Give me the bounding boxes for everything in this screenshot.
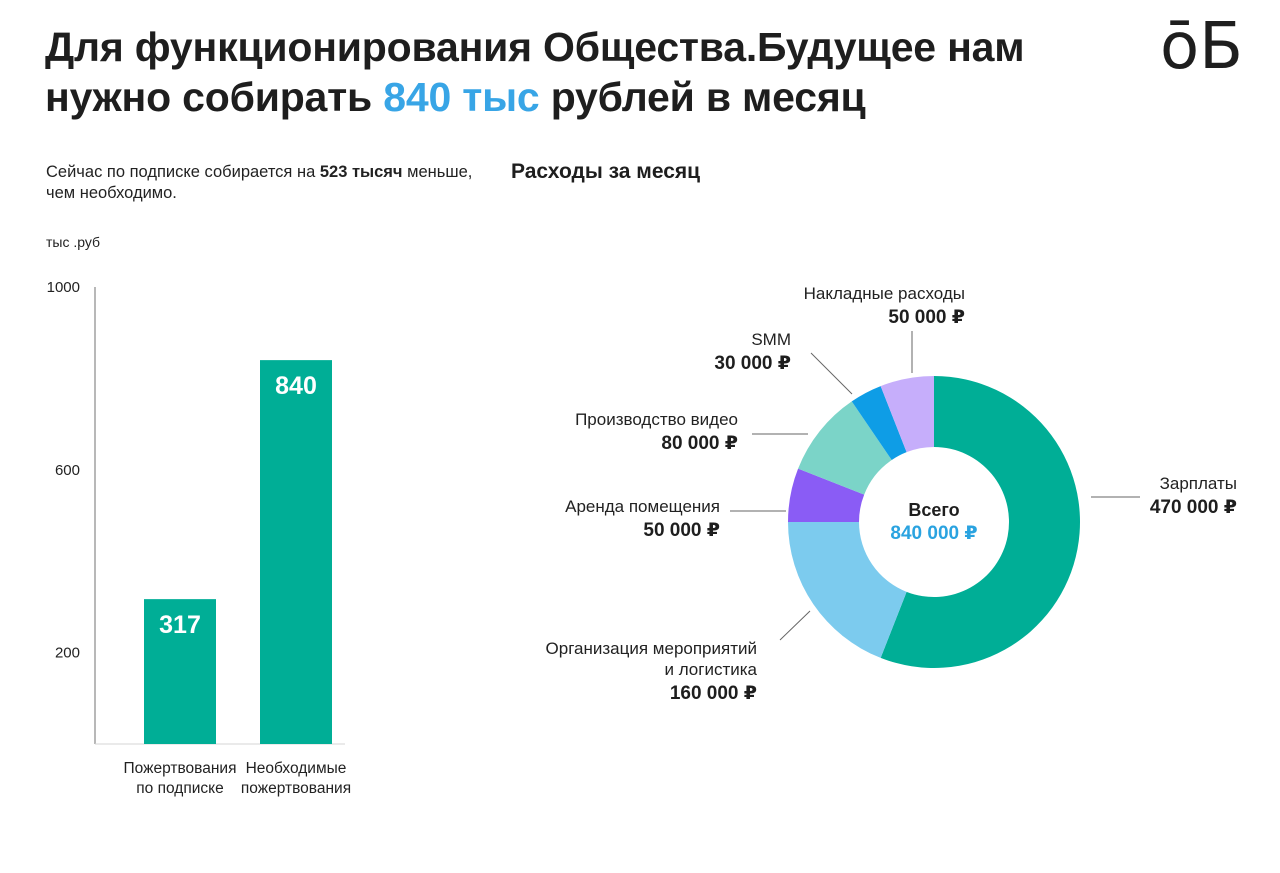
headline-accent: 840 тыс	[383, 74, 540, 120]
slice-name-label: Аренда помещения	[565, 497, 720, 516]
headline-text: Для функционирования Общества.Будущее на…	[45, 24, 1025, 120]
leader-line	[810, 352, 853, 395]
y-tick-label: 200	[55, 645, 80, 662]
subtitle-bold: 523 тысяч	[319, 163, 403, 181]
slice-name-label: и логистика	[664, 660, 757, 679]
headline: Для функционирования Общества.Будущее на…	[45, 22, 1105, 122]
bar-category-label: пожертвования	[241, 780, 351, 797]
subtitle-text: Сейчас по подписке собирается на	[46, 163, 320, 181]
slice-value-label: 50 000 ₽	[643, 520, 720, 541]
bar	[144, 599, 216, 744]
pie-slice	[880, 376, 1080, 669]
bar-category-label: по подписке	[136, 780, 223, 797]
bar-value-label: 840	[275, 372, 317, 400]
y-tick-label: 600	[55, 462, 80, 479]
bar-value-label: 317	[159, 611, 201, 639]
y-tick-label: 1000	[47, 279, 80, 296]
bar	[260, 360, 332, 744]
headline-text-end: рублей в месяц	[539, 74, 866, 120]
slice-name-label: Производство видео	[575, 410, 738, 429]
slice-name-label: SMM	[751, 330, 791, 349]
subtitle: Сейчас по подписке собирается на 523 тыс…	[46, 162, 486, 204]
slice-value-label: 80 000 ₽	[661, 433, 738, 454]
slice-value-label: 30 000 ₽	[714, 353, 791, 374]
leader-line	[779, 610, 811, 641]
pie-slice	[798, 401, 892, 495]
bar-category-label: Необходимые	[246, 760, 347, 777]
y-axis-unit-label: тыс .руб	[46, 234, 101, 250]
slice-name-label: Зарплаты	[1160, 474, 1237, 493]
pie-slice	[788, 522, 907, 658]
slice-value-label: 470 000 ₽	[1150, 497, 1237, 518]
subtitle-text-end: меньше, чем необходимо.	[46, 163, 473, 202]
pie-chart-title: Расходы за месяц	[511, 160, 701, 183]
pie-slice	[851, 386, 907, 461]
brand-logo: ōБ	[1160, 10, 1244, 84]
bar-category-label: Пожертвования	[124, 760, 237, 777]
pie-slice	[880, 376, 934, 453]
pie-slice	[788, 468, 865, 522]
slice-name-label: Организация мероприятий	[546, 639, 757, 658]
donut-center-value: 840 000 ₽	[890, 523, 977, 544]
slice-value-label: 50 000 ₽	[888, 307, 965, 328]
donut-center-title: Всего	[908, 500, 959, 520]
slice-name-label: Накладные расходы	[804, 284, 965, 303]
slice-value-label: 160 000 ₽	[670, 683, 757, 704]
